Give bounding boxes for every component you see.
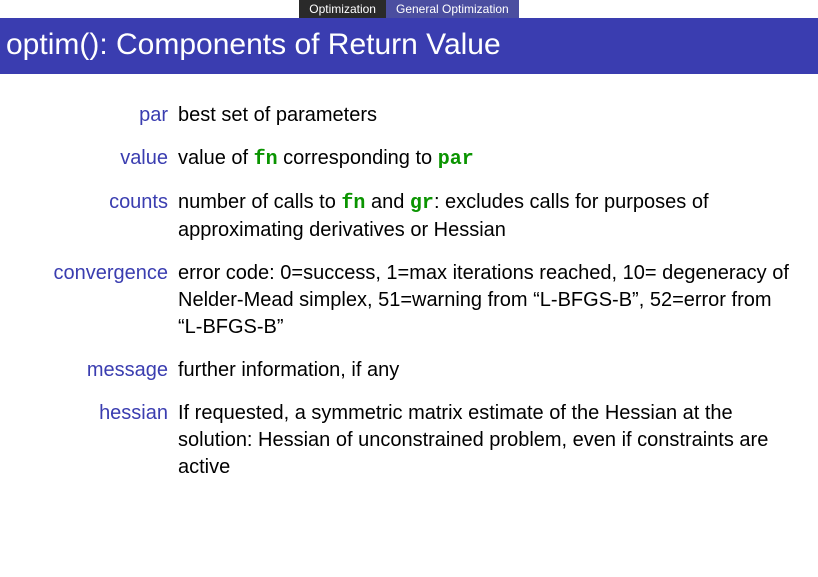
definition-row: convergenceerror code: 0=success, 1=max …	[28, 260, 790, 341]
term-hessian: hessian	[28, 400, 178, 481]
definition-row: parbest set of parameters	[28, 102, 790, 129]
definition-list: parbest set of parametersvaluevalue of f…	[0, 74, 818, 481]
definition-par: best set of parameters	[178, 102, 790, 129]
code-token: gr	[410, 192, 434, 215]
tab-general-optimization: General Optimization	[386, 0, 519, 18]
term-message: message	[28, 357, 178, 384]
term-convergence: convergence	[28, 260, 178, 341]
code-token: fn	[254, 148, 278, 171]
breadcrumb-tabs: OptimizationGeneral Optimization	[0, 0, 818, 18]
term-value: value	[28, 145, 178, 173]
tab-optimization: Optimization	[299, 0, 386, 18]
term-counts: counts	[28, 189, 178, 244]
definition-row: hessianIf requested, a symmetric matrix …	[28, 400, 790, 481]
slide-title: optim(): Components of Return Value	[0, 18, 818, 74]
definition-row: messagefurther information, if any	[28, 357, 790, 384]
definition-convergence: error code: 0=success, 1=max iterations …	[178, 260, 790, 341]
code-token: par	[438, 148, 474, 171]
term-par: par	[28, 102, 178, 129]
definition-counts: number of calls to fn and gr: excludes c…	[178, 189, 790, 244]
definition-row: valuevalue of fn corresponding to par	[28, 145, 790, 173]
definition-value: value of fn corresponding to par	[178, 145, 790, 173]
slide-title-text: optim(): Components of Return Value	[6, 28, 501, 61]
definition-message: further information, if any	[178, 357, 790, 384]
definition-row: countsnumber of calls to fn and gr: excl…	[28, 189, 790, 244]
code-token: fn	[341, 192, 365, 215]
definition-hessian: If requested, a symmetric matrix estimat…	[178, 400, 790, 481]
